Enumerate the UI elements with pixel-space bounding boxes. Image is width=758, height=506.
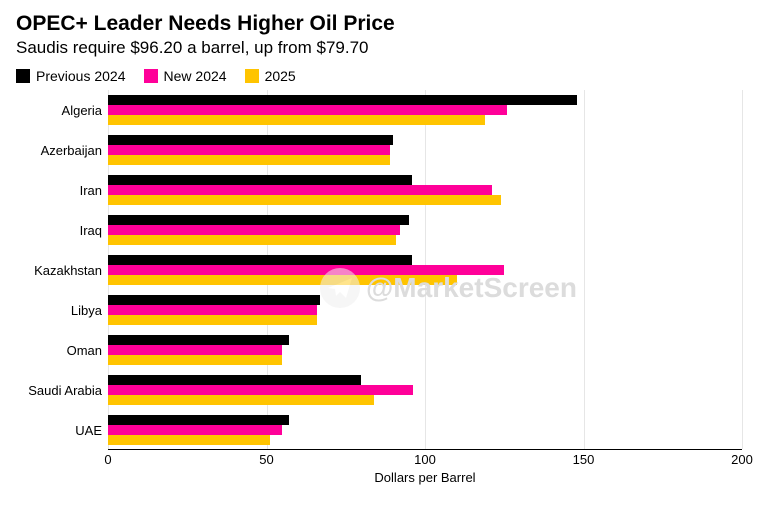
- bar: [108, 395, 374, 405]
- gridline: [584, 90, 585, 449]
- bar: [108, 425, 282, 435]
- legend-swatch: [245, 69, 259, 83]
- x-tick: 150: [573, 452, 595, 467]
- bar: [108, 345, 282, 355]
- bar: [108, 355, 282, 365]
- bar: [108, 135, 393, 145]
- chart-subtitle: Saudis require $96.20 a barrel, up from …: [16, 38, 742, 58]
- bar: [108, 265, 504, 275]
- legend: Previous 2024 New 2024 2025: [16, 68, 742, 84]
- legend-label: 2025: [265, 68, 296, 84]
- category-label: Iraq: [16, 224, 102, 237]
- legend-label: Previous 2024: [36, 68, 126, 84]
- bar: [108, 225, 400, 235]
- bar: [108, 175, 412, 185]
- bar: [108, 155, 390, 165]
- chart: Algeria Azerbaijan Iran Iraq Kazakhstan Libya…: [16, 90, 742, 485]
- x-tick: 50: [259, 452, 273, 467]
- category-label: Azerbaijan: [16, 144, 102, 157]
- x-axis-label: Dollars per Barrel: [108, 470, 742, 485]
- category-label: Oman: [16, 344, 102, 357]
- x-axis-ticks: 050100150200: [108, 450, 742, 468]
- bar: [108, 275, 457, 285]
- x-tick: 0: [104, 452, 111, 467]
- bar: [108, 315, 317, 325]
- bar: [108, 435, 270, 445]
- legend-item: 2025: [245, 68, 296, 84]
- bar: [108, 305, 317, 315]
- bar: [108, 105, 507, 115]
- chart-title: OPEC+ Leader Needs Higher Oil Price: [16, 12, 742, 36]
- legend-label: New 2024: [164, 68, 227, 84]
- bar: [108, 335, 289, 345]
- legend-swatch: [144, 69, 158, 83]
- bar: [108, 415, 289, 425]
- bar: [108, 115, 485, 125]
- gridline: [742, 90, 743, 449]
- legend-item: New 2024: [144, 68, 227, 84]
- bar: [108, 295, 320, 305]
- bar: [108, 375, 361, 385]
- category-label: Saudi Arabia: [16, 384, 102, 397]
- category-label: Iran: [16, 184, 102, 197]
- bar: [108, 95, 577, 105]
- bar: [108, 195, 501, 205]
- bar: [108, 235, 396, 245]
- legend-swatch: [16, 69, 30, 83]
- y-axis-labels: Algeria Azerbaijan Iran Iraq Kazakhstan Libya…: [16, 90, 108, 450]
- category-label: Kazakhstan: [16, 264, 102, 277]
- bar: [108, 385, 413, 395]
- bar: [108, 145, 390, 155]
- legend-item: Previous 2024: [16, 68, 126, 84]
- bar: [108, 215, 409, 225]
- x-tick: 100: [414, 452, 436, 467]
- x-tick: 200: [731, 452, 753, 467]
- plot-area: [108, 90, 742, 450]
- category-label: UAE: [16, 424, 102, 437]
- bar: [108, 185, 492, 195]
- category-label: Algeria: [16, 104, 102, 117]
- bar: [108, 255, 412, 265]
- category-label: Libya: [16, 304, 102, 317]
